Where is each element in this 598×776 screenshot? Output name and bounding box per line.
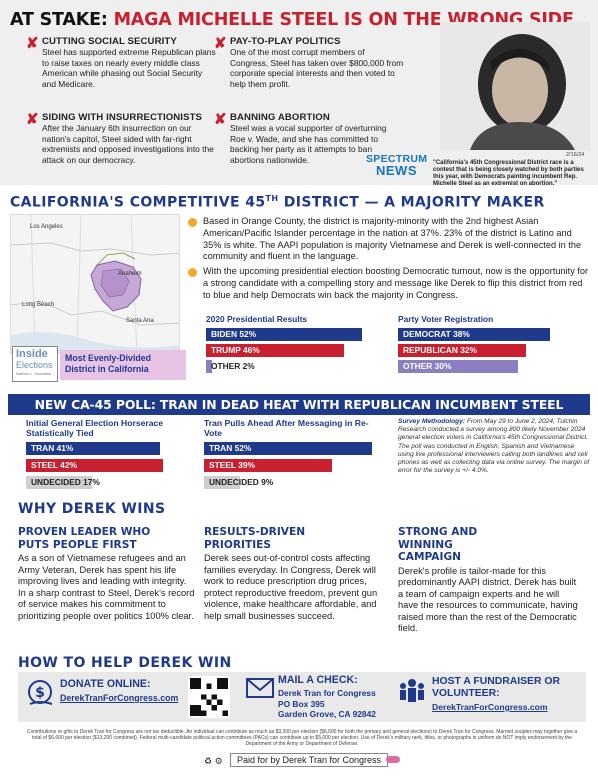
inside-elections-badge: Inside Elections Nathan L. Gonzales xyxy=(12,346,58,382)
host-title: HOST A FUNDRAISER OR VOLUNTEER: xyxy=(432,676,560,699)
issue-title: PAY-TO-PLAY POLITICS xyxy=(230,36,341,47)
volunteers-icon xyxy=(398,678,426,704)
pink-pill-icon xyxy=(386,756,400,763)
results-title: 2020 Presidential Results xyxy=(206,314,308,324)
map-label-santa-ana: Santa Ana xyxy=(126,318,154,324)
district-bullet-2: With the upcoming presidential election … xyxy=(203,266,589,300)
footer-disclaimer: Contributions or gifts to Derek Tran for… xyxy=(26,729,578,747)
x-mark-icon: ✘ xyxy=(26,35,39,52)
news-quote: "California's 45th Congressional Distric… xyxy=(433,160,584,188)
map-label-anaheim: Anaheim xyxy=(118,271,142,277)
poll-initial-title: Initial General Election Horserace Stati… xyxy=(26,418,164,439)
issue-insurrectionists: ✘ SIDING WITH INSURRECTIONISTS After the… xyxy=(26,111,216,165)
issue-text: Steel has supported extreme Republican p… xyxy=(42,47,216,89)
x-mark-icon: ✘ xyxy=(26,111,39,128)
paid-for-box: Paid for by Derek Tran for Congress xyxy=(230,753,389,767)
mail-address: Derek Tran for Congress PO Box 395 Garde… xyxy=(278,688,376,720)
donate-icon: $ xyxy=(26,678,56,708)
issue-title: CUTTING SOCIAL SECURITY xyxy=(42,36,177,47)
bullet-icon xyxy=(188,218,197,227)
district-map xyxy=(10,214,180,354)
why-title: WHY DEREK WINS xyxy=(18,501,166,517)
x-mark-icon: ✘ xyxy=(214,111,227,128)
candidate-photo xyxy=(440,22,590,150)
poll-reelect-title: Tran Pulls Ahead After Messaging in Re-V… xyxy=(204,418,369,439)
bullet-icon xyxy=(188,268,197,277)
tran-reelect-bar: TRAN 52% xyxy=(204,442,372,455)
democrat-bar: DEMOCRAT 38% xyxy=(398,328,550,341)
map-label-los-angeles: Los Angeles xyxy=(30,224,63,230)
steel-initial-bar: STEEL 42% xyxy=(26,459,163,472)
union-bug-icon: ♻ ⚙ xyxy=(204,756,223,766)
issue-text: After the January 6th insurrection on ou… xyxy=(42,123,214,165)
tran-initial-bar: TRAN 41% xyxy=(26,442,160,455)
survey-methodology: Survey Methodology: From May 29 to June … xyxy=(398,418,590,475)
spectrum-news-logo: SPECTRUM NEWS xyxy=(366,153,428,178)
help-title: HOW TO HELP DEREK WIN xyxy=(18,655,232,671)
donate-title: DONATE ONLINE: xyxy=(60,678,151,690)
badge-caption: Most Evenly-Divided District in Californ… xyxy=(60,350,186,380)
district-title: CALIFORNIA'S COMPETITIVE 45TH DISTRICT —… xyxy=(10,194,545,211)
other-reg-bar: OTHER 30% xyxy=(398,360,518,373)
issue-title: SIDING WITH INSURRECTIONISTS xyxy=(42,112,203,123)
registration-title: Party Voter Registration xyxy=(398,314,494,324)
district-bullet-1: Based in Orange County, the district is … xyxy=(203,216,582,262)
other-pres-bar: OTHER 2% xyxy=(206,360,255,373)
issue-pay-to-play: ✘ PAY-TO-PLAY POLITICS One of the most c… xyxy=(214,35,404,89)
why-column-campaign: STRONG AND WINNING CAMPAIGN Derek's prof… xyxy=(398,526,578,634)
undecided-initial-bar: UNDECIDED 17% xyxy=(26,476,100,489)
issue-text: Steel was a vocal supporter of overturni… xyxy=(230,123,387,165)
host-link[interactable]: DerekTranForCongress.com xyxy=(432,702,548,712)
issue-text: One of the most corrupt members of Congr… xyxy=(230,47,404,89)
biden-bar: BIDEN 52% xyxy=(206,328,362,341)
help-panel xyxy=(18,672,586,722)
poll-banner: NEW CA-45 POLL: TRAN IN DEAD HEAT WITH R… xyxy=(8,394,590,415)
mail-icon xyxy=(246,678,274,698)
svg-text:$: $ xyxy=(35,685,45,701)
republican-bar: REPUBLICAN 32% xyxy=(398,344,526,357)
why-column-results: RESULTS-DRIVEN PRIORITIES Derek sees out… xyxy=(204,526,378,621)
mail-title: MAIL A CHECK: xyxy=(278,674,358,686)
header-prefix: AT STAKE: xyxy=(10,10,108,30)
map-label-long-beach: Long Beach xyxy=(22,302,55,308)
news-date: 2/16/24 xyxy=(566,152,585,158)
steel-reelect-bar: STEEL 39% xyxy=(204,459,332,472)
issue-abortion: ✘ BANNING ABORTION Steel was a vocal sup… xyxy=(214,111,404,165)
donate-link[interactable]: DerekTranForCongress.com xyxy=(60,693,179,703)
why-column-leader: PROVEN LEADER WHO PUTS PEOPLE FIRST As a… xyxy=(18,526,195,621)
issue-title: BANNING ABORTION xyxy=(230,112,330,123)
x-mark-icon: ✘ xyxy=(214,35,227,52)
qr-code[interactable] xyxy=(188,676,230,718)
issue-social-security: ✘ CUTTING SOCIAL SECURITY Steel has supp… xyxy=(26,35,216,89)
undecided-reelect-bar: UNDECIDED 9% xyxy=(204,476,273,489)
trump-bar: TRUMP 46% xyxy=(206,344,344,357)
